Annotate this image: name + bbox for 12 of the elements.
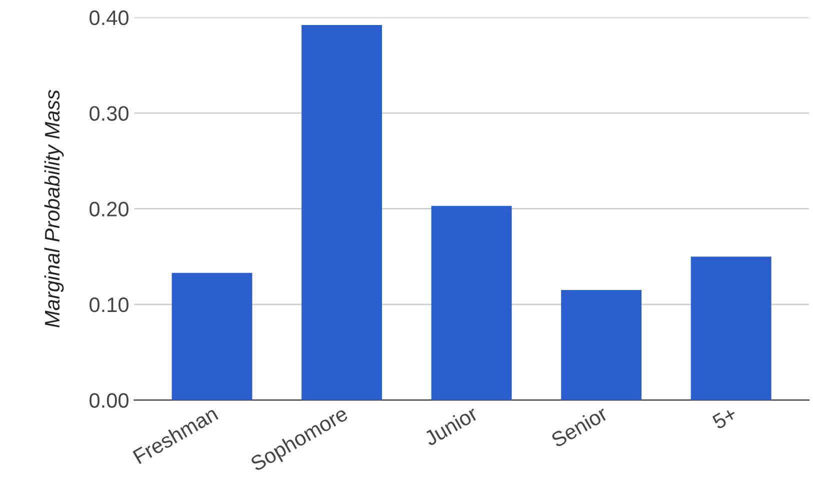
bar (302, 25, 382, 400)
y-tick-label: 0.40 (90, 10, 128, 26)
y-tick-label: 0.30 (90, 106, 128, 121)
y-axis-title: Marginal Probability Mass (44, 90, 64, 328)
y-tick-label: 0.20 (90, 202, 128, 216)
y-tick-label: 0.10 (90, 297, 128, 312)
bar (431, 206, 512, 400)
bar (690, 256, 772, 400)
y-tick-label: 0.00 (90, 393, 128, 408)
bar (561, 290, 642, 400)
x-tick-label: 5+ (712, 406, 738, 430)
bar (172, 272, 252, 400)
